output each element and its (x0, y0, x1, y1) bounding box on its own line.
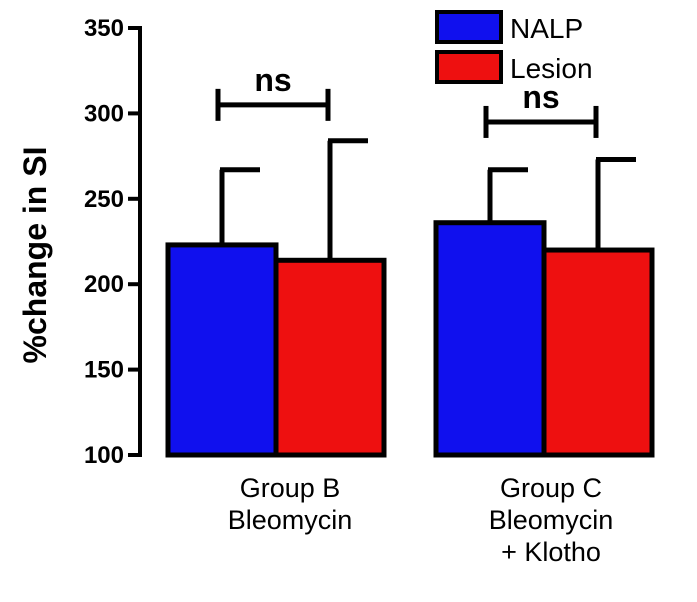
y-tick-label: 250 (84, 186, 124, 213)
y-axis-label: %change in SI (17, 147, 53, 364)
bar-lesion (541, 247, 655, 458)
bar-nalp (165, 242, 279, 458)
y-tick-label: 200 (84, 271, 124, 298)
significance-label: ns (522, 79, 559, 115)
category-label: Group C (500, 473, 602, 503)
legend-swatch-nalp (435, 10, 503, 44)
bars (165, 138, 655, 458)
category-label: Bleomycin (228, 505, 353, 535)
category-label: Bleomycin (489, 505, 614, 535)
legend-swatch-lesion (435, 50, 503, 84)
significance-markers: ns ns (215, 62, 599, 138)
y-tick-label: 350 (84, 15, 124, 42)
category-label: + Klotho (501, 537, 601, 567)
bar-nalp (433, 220, 547, 458)
legend-label-lesion: Lesion (510, 53, 593, 84)
y-tick-label: 150 (84, 357, 124, 384)
bar-lesion (273, 257, 387, 458)
category-label: Group B (240, 473, 341, 503)
axes: 100 150 200 250 300 350 (84, 15, 142, 469)
y-tick-label: 300 (84, 100, 124, 127)
legend: NALP Lesion (435, 10, 593, 84)
significance-label: ns (254, 62, 291, 98)
y-tick-label: 100 (84, 442, 124, 469)
legend-label-nalp: NALP (510, 13, 583, 44)
